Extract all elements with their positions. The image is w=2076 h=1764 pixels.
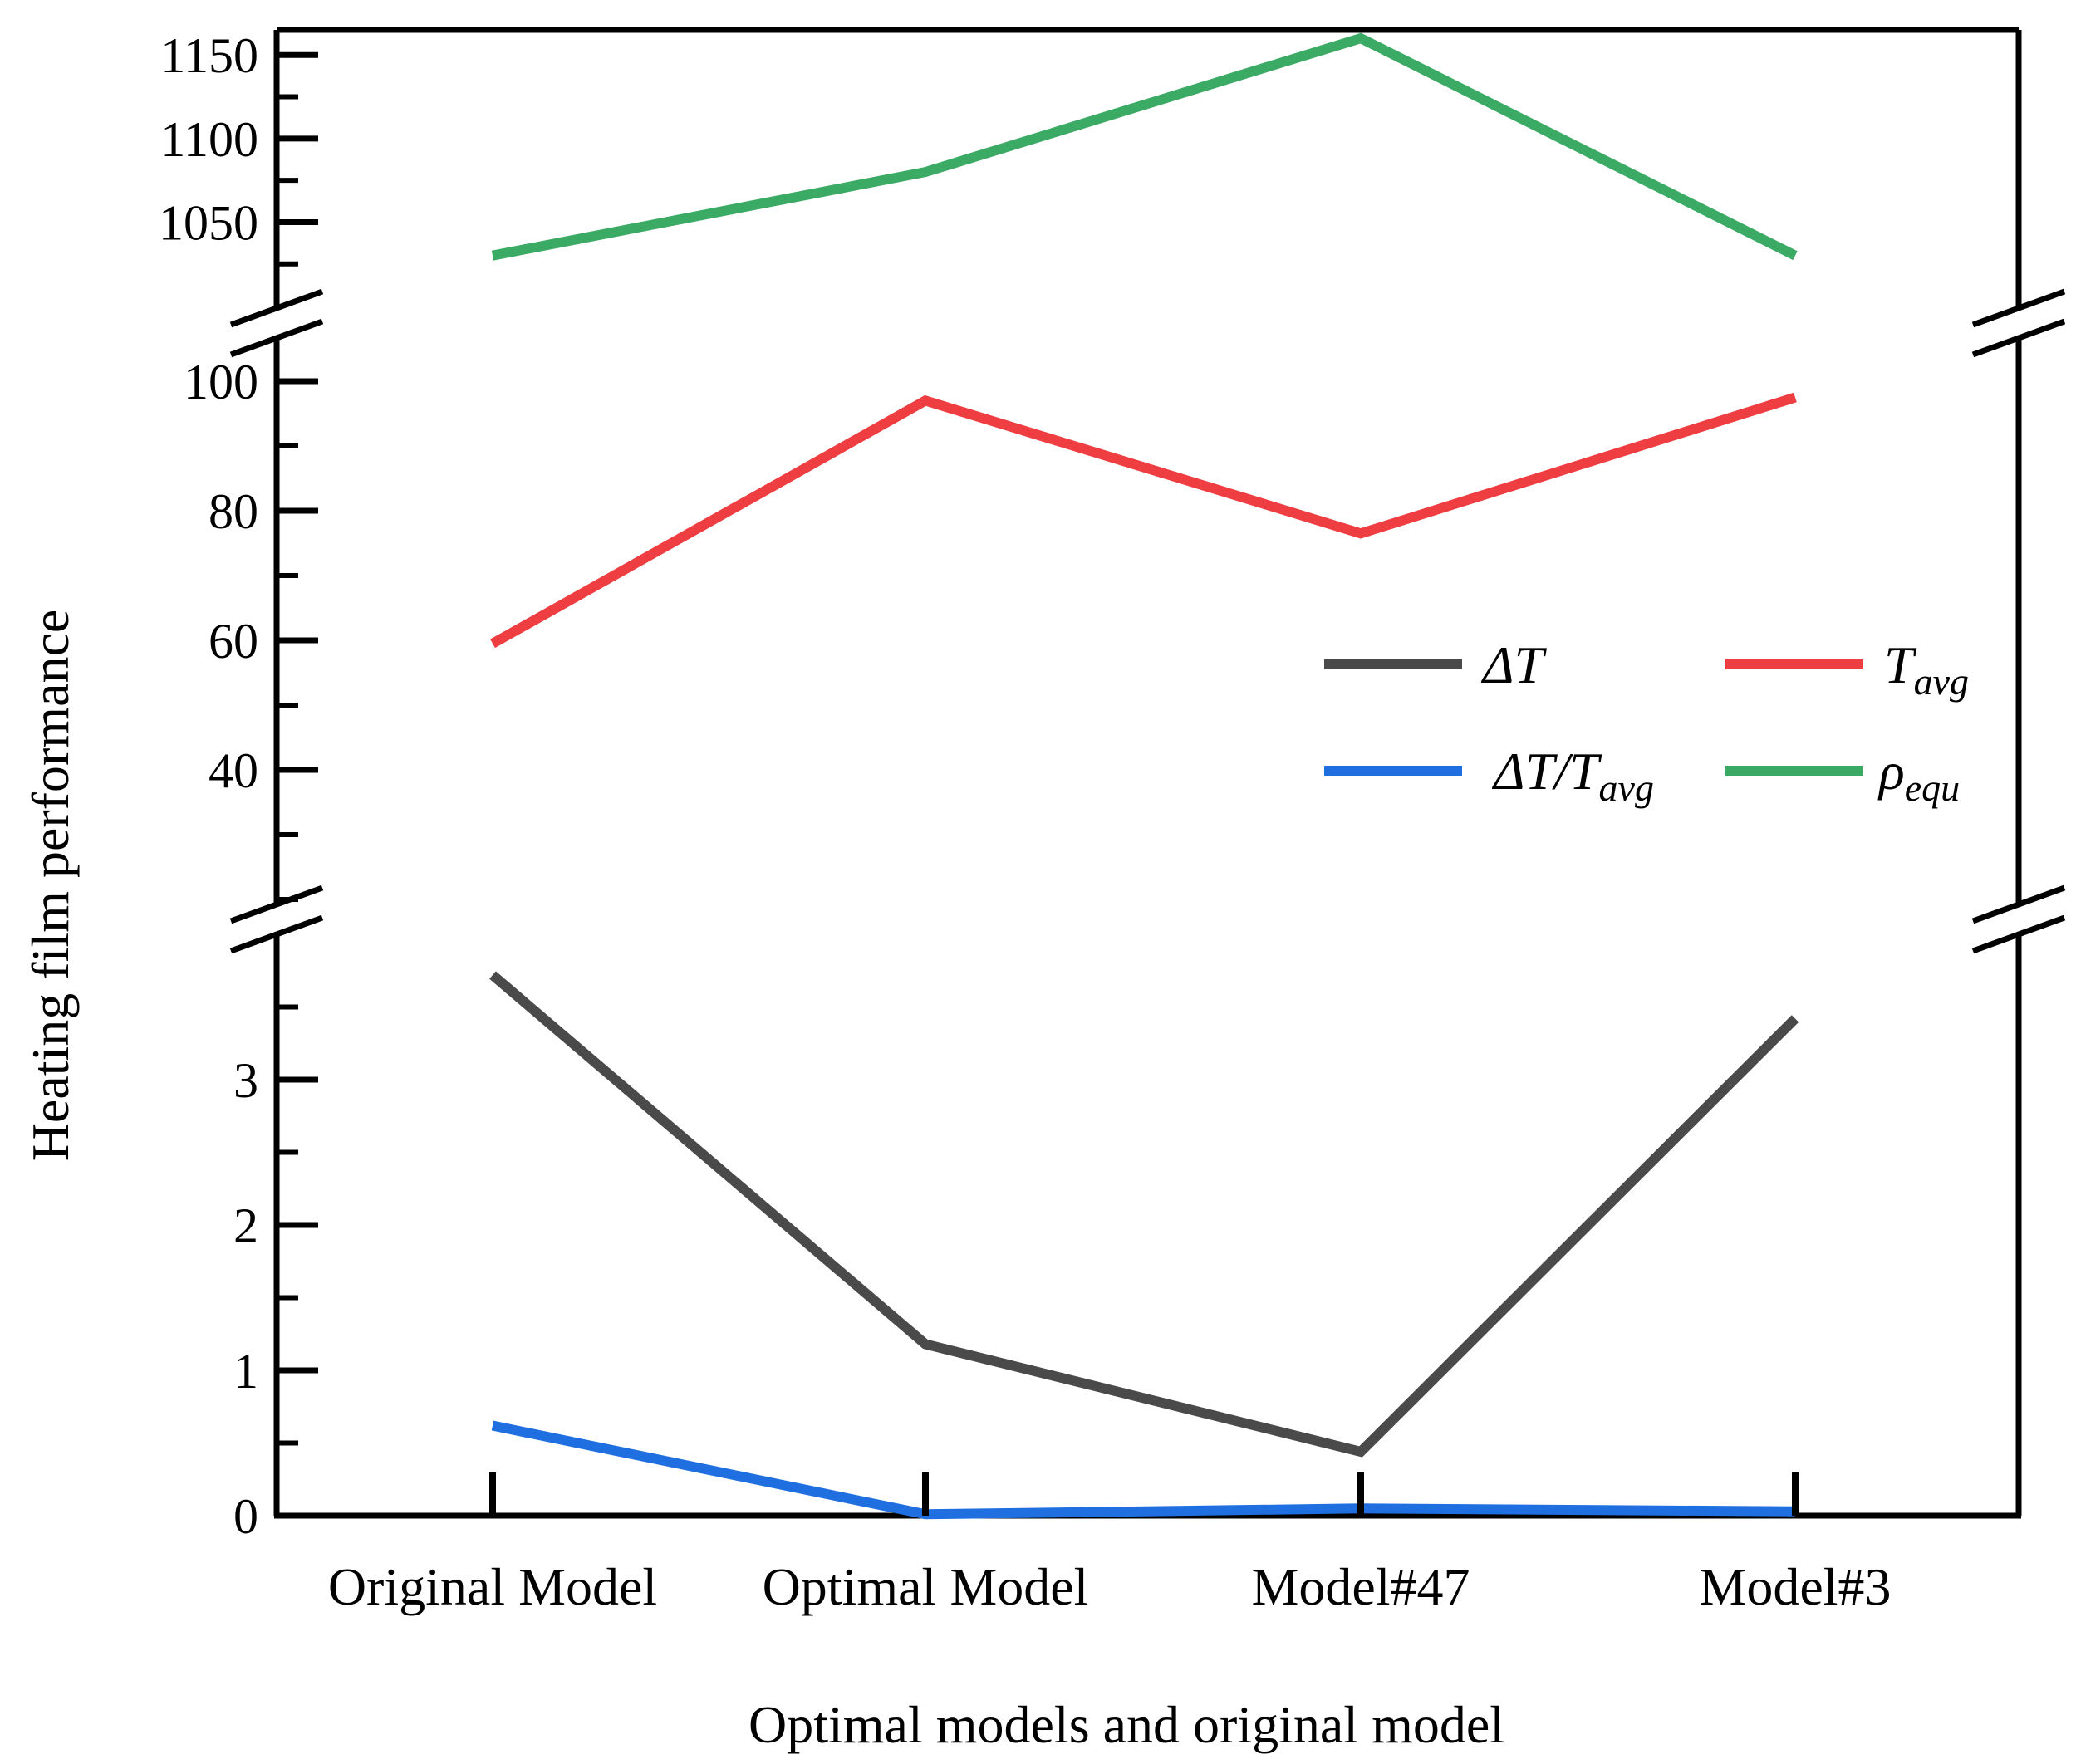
- x-tick-label-0: Original Model: [328, 1557, 657, 1616]
- series-line-1: [490, 392, 1797, 649]
- y-tick-label-1150: 1150: [160, 28, 258, 83]
- legend-label-1: Tavg: [1884, 635, 1969, 703]
- y-tick-label-0: 0: [233, 1489, 258, 1544]
- axis-break-right-lower-stroke-0: [1971, 884, 2066, 924]
- x-tick-label-1: Optimal Model: [763, 1557, 1089, 1616]
- legend-label-0: ΔT: [1480, 635, 1548, 694]
- series-line-0: [489, 971, 1799, 1458]
- x-axis-title: Optimal models and original model: [748, 1695, 1504, 1754]
- y-tick-label-60: 60: [209, 614, 258, 669]
- y-tick-label-1050: 1050: [159, 195, 258, 250]
- y-tick-label-1100: 1100: [160, 112, 258, 167]
- axis-break-right-upper-stroke-1: [1971, 318, 2066, 358]
- series-lines: [489, 32, 1799, 1520]
- y-tick-label-40: 40: [209, 743, 258, 798]
- legend: ΔT Tavg ΔT/Tavg ρequ: [1324, 635, 1969, 809]
- y-tick-label-2: 2: [233, 1198, 258, 1253]
- y-tick-label-3: 3: [233, 1053, 258, 1108]
- axis-break-left-lower-stroke-1: [229, 914, 324, 954]
- y-tick-label-1: 1: [233, 1344, 258, 1399]
- series-line-2: [491, 1420, 1796, 1520]
- axis-break-left-upper-stroke-1: [229, 318, 324, 358]
- y-tick-label-80: 80: [209, 484, 258, 539]
- x-tick-label-3: Model#3: [1699, 1557, 1891, 1616]
- y-tick-label-100: 100: [184, 355, 258, 409]
- axis-break-left-lower-stroke-0: [229, 884, 324, 924]
- y-axis-title: Heating film performance: [21, 610, 80, 1162]
- axis-breaks: [229, 288, 2066, 954]
- ticks: 0 1 2 3 40 60 80 100 1050 1100 1150 Original Model O…: [159, 28, 1892, 1616]
- legend-label-2: ΔT/Tavg: [1491, 742, 1654, 809]
- legend-label-3: ρequ: [1877, 742, 1960, 809]
- axis-break-right-upper: [1971, 288, 2066, 358]
- axis-break-right-lower-stroke-1: [1971, 914, 2066, 954]
- axis-break-left-upper: [229, 288, 324, 358]
- x-tick-label-2: Model#47: [1251, 1557, 1470, 1616]
- series-line-3: [491, 32, 1798, 261]
- axis-break-right-lower: [1971, 884, 2066, 954]
- axis-break-right-upper-stroke-0: [1971, 288, 2066, 328]
- axis-break-left-upper-stroke-0: [229, 288, 324, 328]
- axis-break-left-lower: [229, 884, 324, 954]
